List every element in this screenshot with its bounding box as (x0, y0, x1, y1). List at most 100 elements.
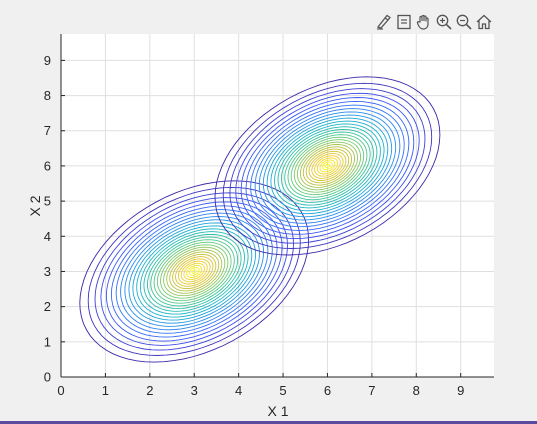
contour-line (311, 153, 344, 179)
contour-line (270, 120, 385, 212)
contour-line (277, 126, 378, 206)
contour-line (222, 82, 433, 249)
x-tick-label: 6 (324, 383, 331, 398)
y-tick-label: 1 (44, 334, 51, 349)
y-axis-label: X 2 (27, 195, 43, 216)
contour-line (150, 236, 239, 307)
contour-line (214, 76, 441, 256)
contour-line (160, 244, 229, 299)
x-tick-label: 0 (57, 383, 64, 398)
contour-line (163, 246, 226, 297)
y-tick-label: 3 (44, 264, 51, 279)
pan-button[interactable] (414, 12, 433, 32)
contour-line (280, 128, 374, 203)
x-tick-label: 1 (102, 383, 109, 398)
contour-line (153, 239, 235, 304)
x-tick-label: 3 (191, 383, 198, 398)
contour-line (322, 161, 333, 171)
contour-line (316, 157, 339, 175)
contour-line (110, 205, 278, 338)
home-button[interactable] (474, 12, 493, 32)
contour-line (169, 251, 220, 292)
contour-line (100, 197, 288, 346)
y-tick-label: 0 (44, 370, 51, 385)
contour-group-1 (79, 180, 310, 363)
contour-line (143, 231, 245, 312)
contour-line (293, 139, 362, 193)
y-tick-label: 7 (44, 123, 51, 138)
contour-line (191, 269, 198, 274)
zoom-out-icon (456, 14, 472, 30)
contour-line (240, 97, 415, 235)
zoom-in-button[interactable] (434, 12, 453, 32)
contour-group-2 (214, 76, 441, 256)
brush-button[interactable] (374, 12, 393, 32)
contour-line (186, 265, 203, 278)
contour-line (290, 136, 365, 196)
contour-line (132, 222, 257, 321)
contour-line (139, 228, 249, 315)
contour-line (250, 104, 405, 228)
contour-line (229, 88, 426, 244)
contour-line (284, 131, 371, 201)
contour-line (188, 267, 200, 276)
contour-line (254, 108, 401, 224)
contour-line (314, 155, 341, 177)
contour-line (266, 117, 389, 215)
x-tick-label: 9 (457, 383, 464, 398)
contour-line (262, 114, 393, 218)
contour-line (175, 256, 214, 287)
contour-line (156, 241, 232, 302)
contour-line (166, 249, 223, 294)
contour-line (183, 262, 205, 281)
y-tick-label: 9 (44, 53, 51, 68)
contour-line (296, 141, 359, 191)
contour-line (105, 201, 283, 342)
axes: 0 1 2 3 4 5 6 7 8 9 0 1 2 3 4 5 6 7 8 9 (44, 34, 494, 398)
contour-line (87, 186, 301, 356)
contour-line (308, 150, 347, 181)
contour-line (274, 123, 381, 209)
x-tick-label: 7 (368, 383, 375, 398)
x-axis-label: X 1 (267, 403, 288, 419)
contour-line (120, 212, 269, 331)
window-bottom-border (0, 421, 537, 424)
contour-line (324, 163, 331, 169)
contour-line (299, 143, 356, 188)
zoom-out-button[interactable] (454, 12, 473, 32)
datatip-button[interactable] (394, 12, 413, 32)
x-tick-label: 5 (279, 383, 286, 398)
y-tick-label: 6 (44, 158, 51, 173)
pan-hand-icon (416, 14, 429, 30)
contour-line (172, 253, 217, 290)
y-tick-label: 4 (44, 229, 51, 244)
contour-line (146, 233, 242, 310)
contour-line (136, 225, 253, 318)
contour-line (302, 146, 353, 186)
contour-line (115, 209, 273, 334)
y-tick-label: 5 (44, 194, 51, 209)
contour-line (124, 216, 265, 327)
contour-line (245, 100, 410, 231)
x-tick-label: 4 (235, 383, 242, 398)
x-tick-label: 2 (146, 383, 153, 398)
contour-line (235, 92, 420, 240)
brush-icon (376, 14, 391, 30)
contour-line (177, 258, 211, 285)
axes-background[interactable] (61, 34, 494, 377)
datatip-icon (396, 14, 411, 30)
contour-line (94, 192, 294, 351)
contour-line (305, 148, 350, 184)
x-tick-label: 8 (413, 383, 420, 398)
contour-line (319, 159, 336, 173)
y-tick-label: 2 (44, 299, 51, 314)
axes-toolbar (374, 12, 493, 32)
contour-line (287, 134, 368, 198)
contour-line (180, 260, 208, 283)
contour-line (128, 219, 260, 324)
contour-line (258, 111, 397, 221)
home-icon (476, 14, 491, 30)
contour-line (79, 180, 310, 363)
